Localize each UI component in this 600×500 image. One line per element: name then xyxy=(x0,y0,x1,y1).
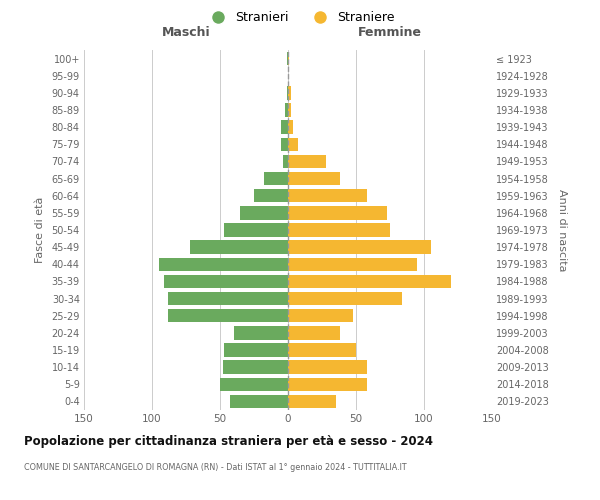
Bar xyxy=(263,172,288,186)
Bar xyxy=(288,360,367,374)
Bar xyxy=(288,394,335,408)
Bar xyxy=(287,52,288,66)
Bar xyxy=(281,138,288,151)
Bar xyxy=(288,104,291,117)
Bar xyxy=(283,154,288,168)
Bar xyxy=(288,206,387,220)
Bar xyxy=(288,309,353,322)
Bar xyxy=(223,360,288,374)
Bar xyxy=(288,224,390,236)
Bar xyxy=(164,274,288,288)
Bar xyxy=(241,206,288,220)
Bar xyxy=(288,189,367,202)
Bar xyxy=(285,104,288,117)
Bar xyxy=(288,172,340,186)
Bar xyxy=(288,120,293,134)
Bar xyxy=(288,292,402,306)
Text: Femmine: Femmine xyxy=(358,26,422,39)
Bar xyxy=(190,240,288,254)
Legend: Stranieri, Straniere: Stranieri, Straniere xyxy=(200,6,400,29)
Text: COMUNE DI SANTARCANGELO DI ROMAGNA (RN) - Dati ISTAT al 1° gennaio 2024 - TUTTIT: COMUNE DI SANTARCANGELO DI ROMAGNA (RN) … xyxy=(24,462,407,471)
Bar xyxy=(254,189,288,202)
Bar xyxy=(288,258,417,271)
Bar xyxy=(288,240,431,254)
Bar xyxy=(288,344,356,356)
Text: Popolazione per cittadinanza straniera per età e sesso - 2024: Popolazione per cittadinanza straniera p… xyxy=(24,435,433,448)
Text: Maschi: Maschi xyxy=(161,26,211,39)
Bar xyxy=(288,378,367,391)
Bar xyxy=(288,154,326,168)
Bar xyxy=(220,378,288,391)
Bar xyxy=(288,138,298,151)
Y-axis label: Anni di nascita: Anni di nascita xyxy=(557,188,567,271)
Bar xyxy=(281,120,288,134)
Bar xyxy=(288,52,289,66)
Bar xyxy=(169,292,288,306)
Bar xyxy=(230,394,288,408)
Bar xyxy=(288,274,451,288)
Bar xyxy=(288,326,340,340)
Bar xyxy=(233,326,288,340)
Bar xyxy=(224,344,288,356)
Bar xyxy=(159,258,288,271)
Bar xyxy=(288,86,291,100)
Bar xyxy=(169,309,288,322)
Y-axis label: Fasce di età: Fasce di età xyxy=(35,197,44,263)
Bar xyxy=(224,224,288,236)
Bar xyxy=(287,86,288,100)
